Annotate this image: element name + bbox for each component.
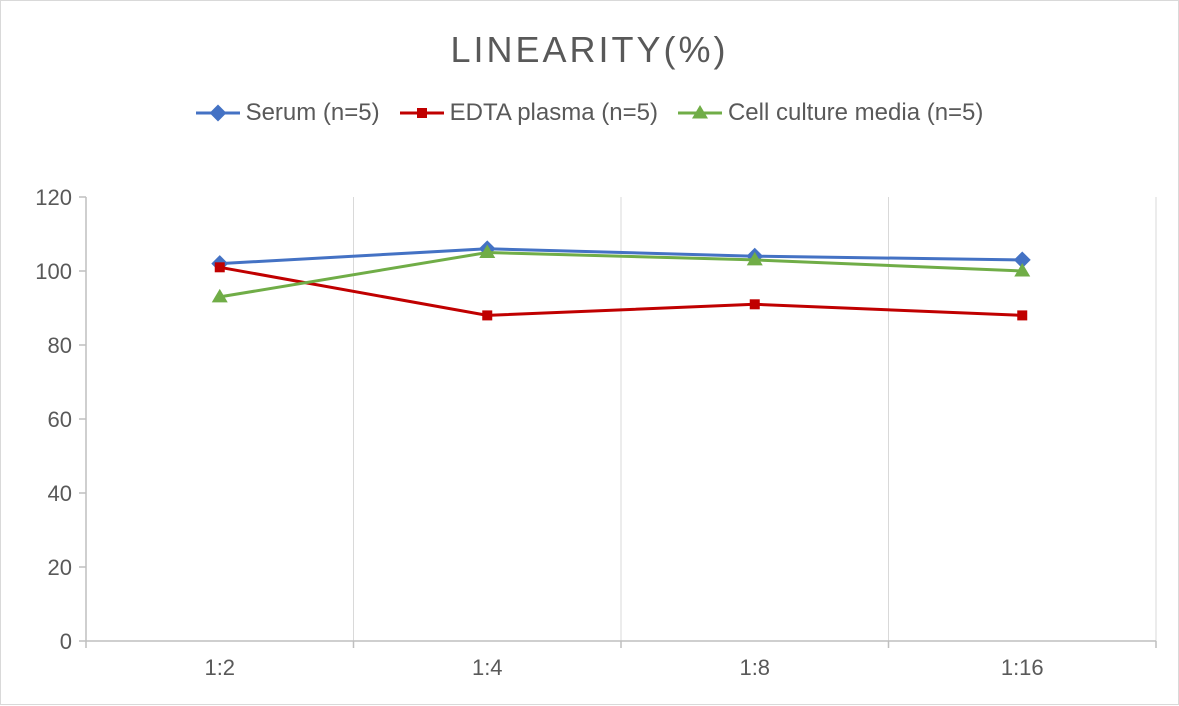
series-marker [750, 299, 760, 309]
y-tick-label: 120 [35, 185, 72, 210]
series-marker [1017, 310, 1027, 320]
y-tick-label: 80 [48, 333, 72, 358]
x-tick-label: 1:16 [1001, 655, 1044, 680]
y-tick-label: 0 [60, 629, 72, 654]
y-tick-label: 100 [35, 259, 72, 284]
linearity-chart: LINEARITY(%) Serum (n=5) EDTA plasma (n=… [0, 0, 1179, 705]
series-marker [482, 310, 492, 320]
series-marker [215, 262, 225, 272]
y-tick-label: 40 [48, 481, 72, 506]
x-tick-label: 1:4 [472, 655, 503, 680]
plot-area: 0 20 40 60 80 100 120 1:2 1:4 1:8 1:16 [1, 1, 1179, 706]
x-tick-label: 1:2 [204, 655, 235, 680]
y-tick-label: 60 [48, 407, 72, 432]
x-tick-label: 1:8 [739, 655, 770, 680]
y-tick-label: 20 [48, 555, 72, 580]
